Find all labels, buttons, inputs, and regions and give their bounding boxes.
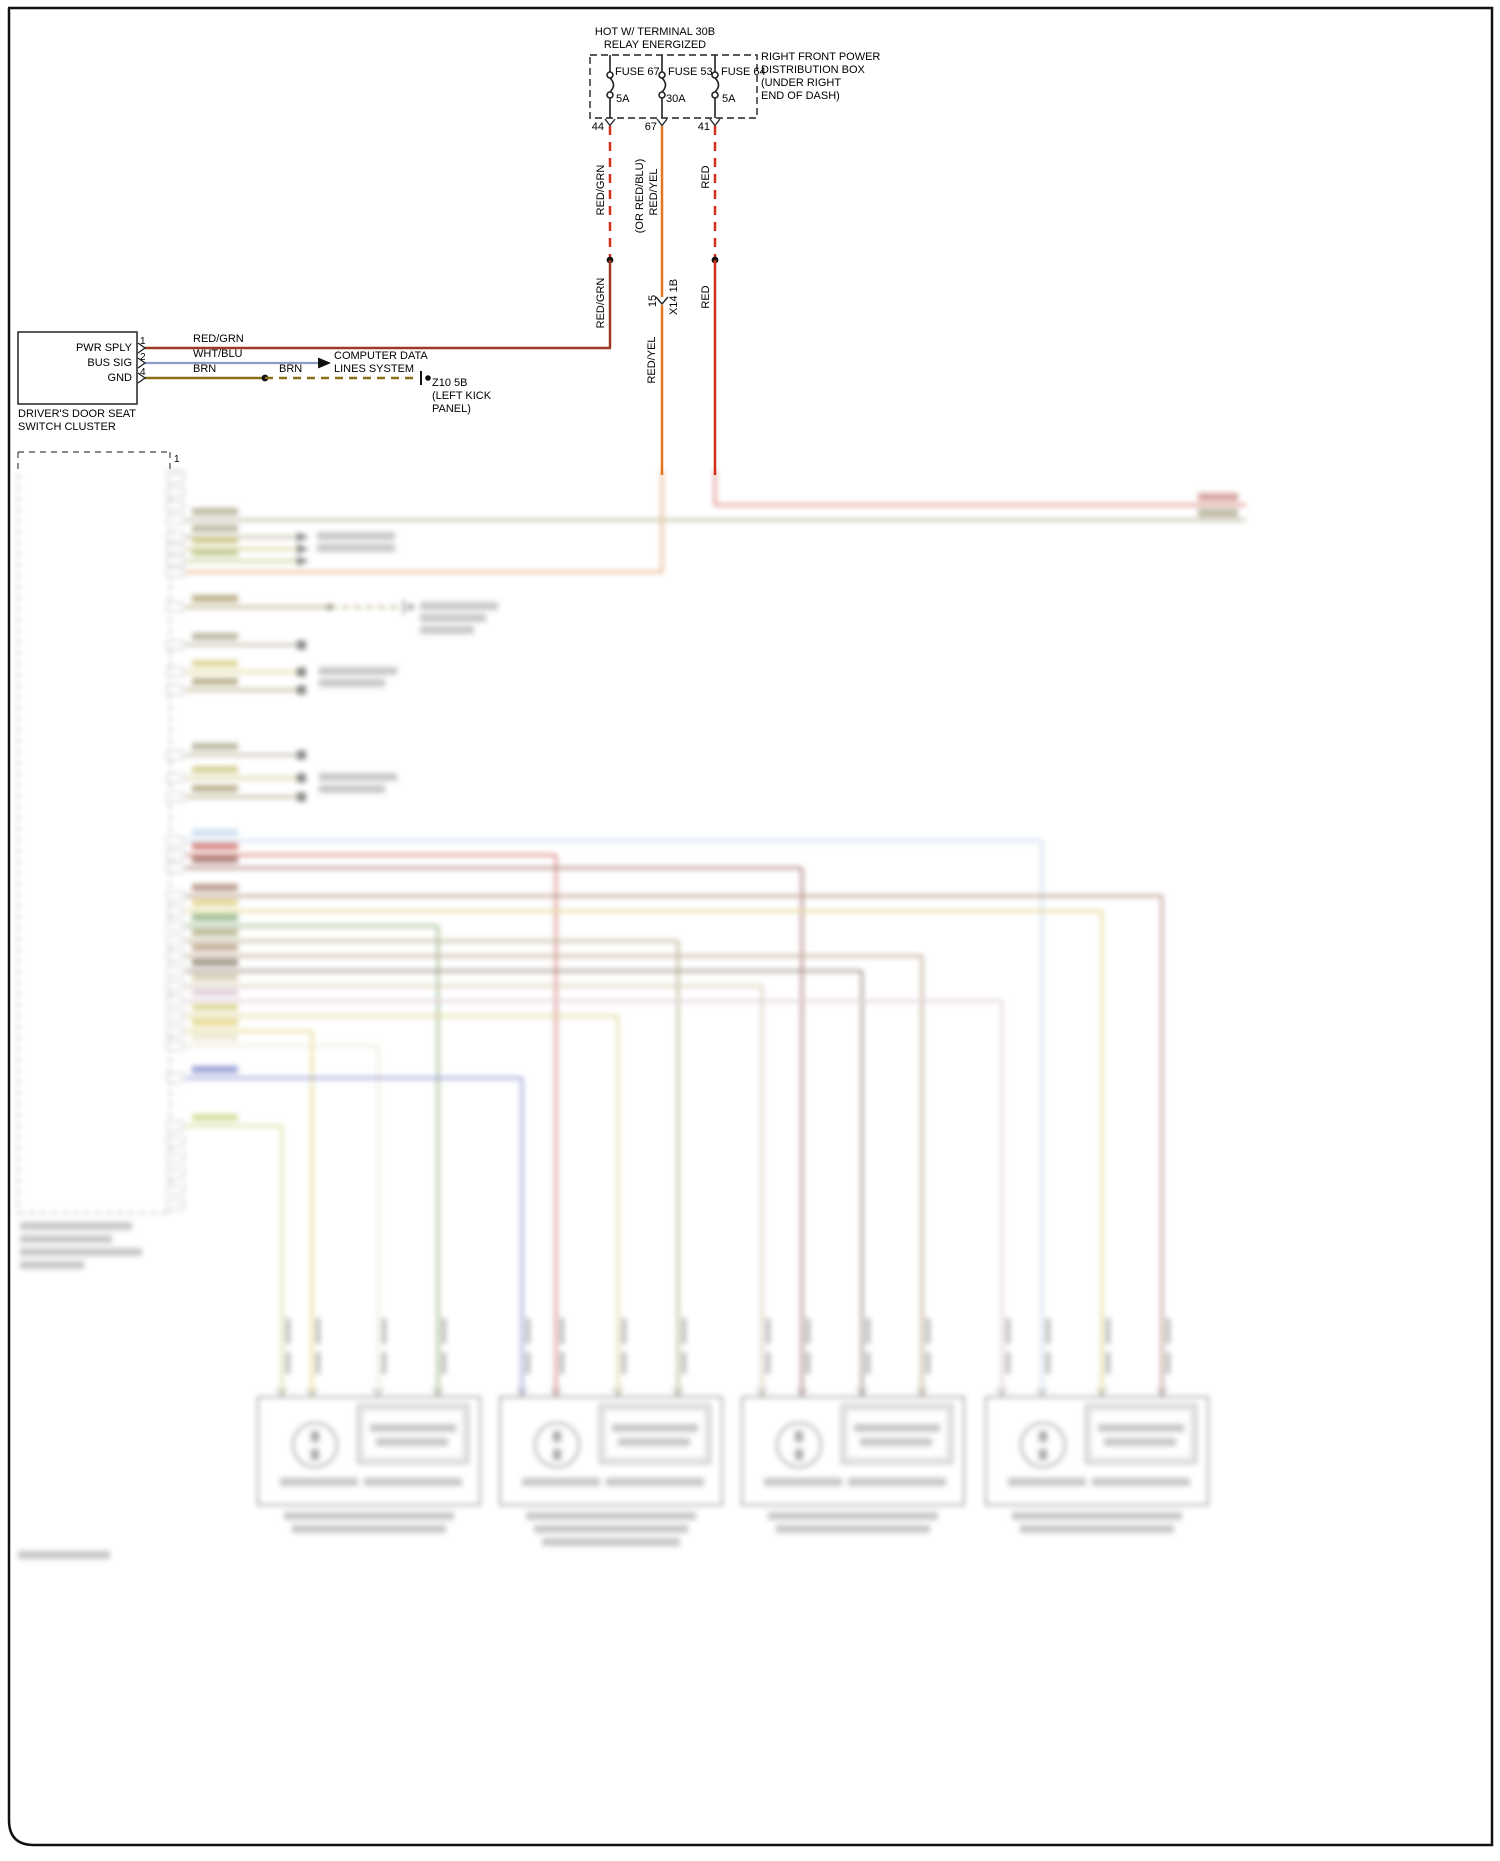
wire-label-brn-2: BRN	[279, 363, 303, 375]
fuse-2-name: FUSE 53	[668, 66, 713, 78]
terminal-67: 67	[644, 121, 657, 133]
wire-label-red-upper: RED	[700, 165, 712, 189]
fuse-3-name: FUSE 64	[721, 66, 766, 78]
fuse-symbol-1	[604, 55, 616, 127]
wire-red-yel	[655, 126, 669, 475]
fuse-3-rating: 5A	[722, 93, 736, 105]
diagram-blurred-layer	[17, 452, 1246, 1559]
wire-label-red-grn-lower: RED/GRN	[595, 277, 607, 329]
fuse-symbol-3	[709, 55, 721, 127]
fuse-symbol-2	[656, 55, 668, 127]
connector-name-x14: X14 1B	[668, 278, 680, 316]
power-distribution-box-label: RIGHT FRONT POWER DISTRIBUTION BOX (UNDE…	[761, 51, 881, 102]
pin-chevron-icon	[137, 357, 147, 369]
terminal-44: 44	[591, 121, 604, 133]
blurred-diagram-content	[17, 452, 1246, 1559]
wire-label-red-grn-horizontal: RED/GRN	[193, 333, 244, 345]
fusebox-condition-line2: RELAY ENERGIZED	[603, 39, 707, 51]
wire-brn	[145, 371, 431, 385]
pin-number-2: 2	[140, 352, 146, 363]
wire-label-red-lower: RED	[700, 285, 712, 309]
pin-chevron-icon	[137, 372, 147, 384]
wire-label-wht-blu: WHT/BLU	[193, 348, 243, 360]
wire-label-red-grn-upper: RED/GRN	[595, 164, 607, 216]
fuse-1-name: FUSE 67	[615, 66, 660, 78]
wire-label-red-yel-lower: RED/YEL	[646, 336, 658, 384]
fusebox-condition-line1: HOT W/ TERMINAL 30B	[594, 26, 716, 38]
computer-data-lines-label: COMPUTER DATA LINES SYSTEM	[334, 350, 428, 375]
connector-pin-15: 15	[647, 294, 659, 308]
page-border	[7, 6, 1494, 1847]
pin-number-1: 1	[140, 336, 146, 347]
wire-wht-blu	[145, 357, 331, 369]
data-line-arrow-icon	[318, 357, 331, 369]
pin-label-bus-sig: BUS SIG	[87, 357, 132, 369]
switch-cluster-name: DRIVER'S DOOR SEAT SWITCH CLUSTER	[18, 408, 137, 433]
ground-z10-label: Z10 5B (LEFT KICK PANEL)	[432, 377, 492, 415]
terminal-41: 41	[697, 121, 710, 133]
wire-red-grn	[145, 126, 614, 350]
switch-cluster-box	[17, 331, 147, 405]
fuse-1-rating: 5A	[616, 93, 630, 105]
wire-red	[711, 126, 719, 475]
connector-pin-1-label: 1	[174, 454, 180, 465]
inline-connector-x14-icon	[655, 296, 669, 306]
pin-chevron-icon	[137, 342, 147, 354]
pin-number-4: 4	[140, 367, 146, 378]
wire-label-or-red-blu: (OR RED/BLU)	[634, 158, 646, 234]
fuse-box-outline	[589, 54, 758, 119]
pin-label-gnd: GND	[107, 372, 132, 384]
pin-label-pwr-sply: PWR SPLY	[75, 342, 132, 354]
fuse-2-rating: 30A	[666, 93, 686, 105]
blurred-lower-section	[0, 452, 1500, 1861]
wire-label-red-yel-upper: RED/YEL	[648, 168, 660, 216]
wire-label-brn-1: BRN	[193, 363, 217, 375]
seat-module-connector-top	[17, 451, 171, 472]
